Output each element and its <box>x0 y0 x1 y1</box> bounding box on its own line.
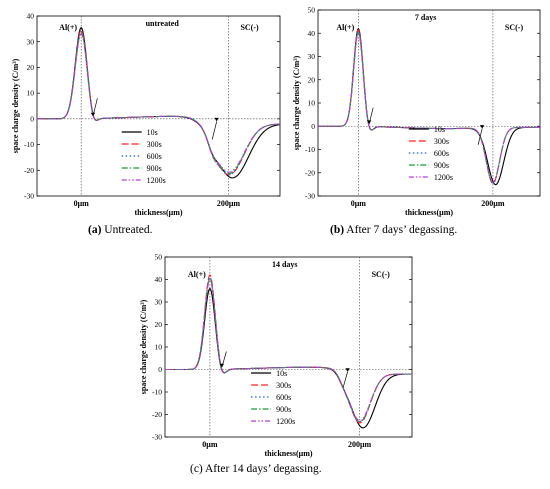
series-line-300s <box>318 28 540 184</box>
legend-label: 1200s <box>434 173 453 182</box>
y-tick-label: 50 <box>308 6 316 15</box>
y-tick-label: -30 <box>152 433 162 442</box>
anode-annotation: Al(+) <box>336 23 354 32</box>
y-tick-label: -10 <box>305 145 315 154</box>
panel-title: 14 days <box>272 260 298 269</box>
x-axis-label: thickness(μm) <box>134 208 182 217</box>
series-line-10s <box>318 27 540 186</box>
legend-label: 600s <box>147 152 162 161</box>
y-tick-label: 0 <box>30 114 34 123</box>
cathode-annotation: SC(-) <box>240 23 259 32</box>
x-axis-label: thickness(μm) <box>264 449 312 458</box>
y-tick-label: 20 <box>27 63 35 72</box>
chart-panel-b: -30 -20 -10 0 10 20 30 40 50 0μm 200μm thickness(μm… <box>292 6 541 217</box>
chart-panel-c: -30 -20 -10 0 10 20 30 40 50 0μm 200μm thickness(μm… <box>139 253 413 458</box>
trend-arrow <box>211 121 218 140</box>
y-tick-label: -20 <box>152 410 162 419</box>
legend-label: 300s <box>147 140 162 149</box>
x-axis-label: thickness(μm) <box>405 208 453 217</box>
legend-label: 600s <box>434 149 449 158</box>
y-tick-label: -10 <box>24 140 34 149</box>
series-line-1200s <box>318 32 540 183</box>
legend-label: 10s <box>276 369 287 378</box>
y-axis-label: space charge density (C/m³) <box>139 299 148 394</box>
series-line-900s <box>318 31 540 183</box>
y-tick-label: 10 <box>27 89 35 98</box>
x-tick-label: 0μm <box>202 440 218 449</box>
x-tick-label: 200μm <box>217 199 241 208</box>
y-tick-label: -20 <box>24 166 34 175</box>
y-tick-label: 20 <box>308 75 316 84</box>
legend-label: 300s <box>276 381 291 390</box>
chart-panel-a: -30 -20 -10 0 10 20 30 40 0μm 200μm thickness(μm) s… <box>11 12 281 217</box>
anode-annotation: Al(+) <box>188 270 206 279</box>
y-tick-label: 10 <box>308 99 316 108</box>
legend-label: 900s <box>147 164 162 173</box>
y-axis-label: space charge density (C/m³) <box>11 58 20 153</box>
plot-frame <box>317 9 541 197</box>
trend-arrowhead <box>214 117 219 122</box>
y-tick-label: 30 <box>155 298 163 307</box>
series-line-300s <box>165 274 412 424</box>
trend-arrowhead <box>90 112 96 117</box>
y-tick-label: -30 <box>305 192 315 201</box>
trend-arrowhead <box>479 125 485 129</box>
legend-label: 10s <box>434 125 445 134</box>
trend-arrow <box>477 128 483 145</box>
panel-title: 7 days <box>415 13 437 22</box>
trend-arrowhead <box>366 120 372 124</box>
y-tick-label: 40 <box>155 275 163 284</box>
y-tick-label: 0 <box>311 122 315 131</box>
legend-label: 300s <box>434 137 449 146</box>
y-tick-label: -10 <box>152 388 162 397</box>
plot-frame <box>36 15 281 197</box>
y-tick-label: 20 <box>155 320 163 329</box>
trend-arrowhead <box>219 363 225 368</box>
y-axis-label: space charge density (C/m³) <box>292 55 301 150</box>
legend-label: 10s <box>147 128 158 137</box>
legend-label: 900s <box>434 161 449 170</box>
x-tick-label: 200μm <box>481 199 505 208</box>
caption-a: (a) Untreated. <box>88 224 153 236</box>
cathode-annotation: SC(-) <box>505 23 524 32</box>
series-line-600s <box>318 30 540 184</box>
x-tick-label: 0μm <box>74 199 90 208</box>
y-tick-label: 30 <box>308 52 316 61</box>
y-tick-label: 40 <box>27 12 35 21</box>
series-line-1200s <box>37 33 281 173</box>
y-tick-label: -30 <box>24 192 34 201</box>
cathode-annotation: SC(-) <box>372 270 391 279</box>
series-line-1200s <box>165 278 412 422</box>
caption-c: (c) After 14 days’ degassing. <box>190 463 322 475</box>
y-tick-label: 10 <box>155 343 163 352</box>
x-tick-label: 0μm <box>351 199 367 208</box>
y-tick-label: 0 <box>158 365 162 374</box>
panel-title: untreated <box>146 19 180 28</box>
y-tick-label: 50 <box>155 253 163 262</box>
anode-annotation: Al(+) <box>59 23 77 32</box>
trend-arrow <box>342 371 348 388</box>
legend-label: 900s <box>276 405 291 414</box>
trend-arrowhead <box>345 368 350 372</box>
legend-label: 600s <box>276 393 291 402</box>
legend-label: 1200s <box>276 417 295 426</box>
y-tick-label: -20 <box>305 168 315 177</box>
y-tick-label: 30 <box>27 37 35 46</box>
y-tick-label: 40 <box>308 29 316 38</box>
x-tick-label: 200μm <box>348 440 372 449</box>
legend-label: 1200s <box>147 176 166 185</box>
caption-b: (b) After 7 days’ degassing. <box>330 224 458 236</box>
